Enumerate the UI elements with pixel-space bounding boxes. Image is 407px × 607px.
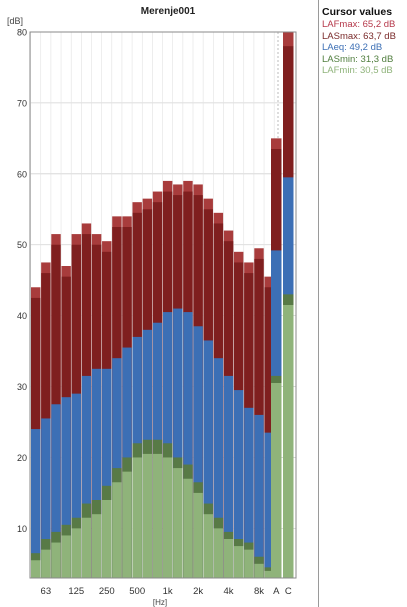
y-tick-label: 20 [17, 453, 27, 463]
bar-laeq-250 [102, 368, 112, 578]
bar-lafmin-3.15k [213, 528, 224, 578]
bar-lafmin-50 [31, 560, 41, 578]
bar-lafmin-125 [71, 528, 81, 578]
bar-laeq-1.6k [183, 312, 193, 578]
bar-laeq-100 [61, 397, 71, 578]
x-tick-label: A [273, 586, 280, 597]
x-tick-label: 250 [99, 586, 115, 597]
bar-lafmin-C [283, 305, 294, 578]
bar-laeq-3.15k [213, 358, 224, 578]
bar-laeq-6.3k [244, 407, 254, 578]
bar-laeq-4k [223, 375, 234, 578]
bar-lafmin-250 [102, 500, 112, 578]
bar-lafmin-1k [162, 457, 173, 578]
bar-lafmin-5k [234, 546, 244, 578]
bar-laeq-8k [254, 414, 264, 578]
cursor-values-title: Cursor values [322, 6, 393, 18]
y-tick-label: 80 [17, 28, 27, 38]
y-tick-label: 70 [17, 98, 27, 108]
y-axis-unit-label: [dB] [7, 16, 23, 26]
bar-lafmin-80 [51, 542, 61, 578]
legend-lafmax: LAFmax: 65,2 dB [322, 19, 396, 30]
legend-lasmin: LASmin: 31,3 dB [322, 53, 394, 65]
bar-laeq-1.25k [173, 308, 183, 578]
bar-lafmin-6.3k [244, 549, 254, 578]
bar-laeq-200 [91, 368, 102, 578]
bar-laeq-50 [31, 429, 41, 578]
bar-lafmin-800 [152, 453, 163, 578]
grid [30, 31, 296, 578]
bar-lafmin-1.6k [183, 478, 193, 578]
bar-lafmin-315 [112, 482, 122, 578]
x-tick-label: 63 [41, 586, 52, 597]
bar-laeq-2.5k [203, 340, 213, 578]
legend-lafmin: LAFmin: 30,5 dB [322, 65, 393, 76]
x-tick-label: 125 [68, 586, 84, 597]
y-tick-label: 10 [17, 524, 27, 534]
bar-lafmin-630 [142, 453, 153, 578]
legend-lasmax: LASmax: 63,7 dB [322, 30, 396, 42]
bar-lafmin-4k [223, 539, 234, 578]
bar-laeq-63 [41, 418, 51, 578]
bar-lafmin-10k [264, 570, 274, 578]
bar-lafmin-A [271, 383, 282, 578]
bar-lafmin-1.25k [173, 468, 183, 578]
x-tick-label: 1k [163, 586, 173, 597]
x-tick-label: C [285, 586, 292, 597]
legend-laeq: LAeq: 49,2 dB [322, 42, 383, 53]
panel-divider [318, 0, 319, 607]
x-tick-label: 500 [129, 586, 145, 597]
y-tick-label: 60 [17, 169, 27, 179]
bar-lafmin-160 [81, 517, 92, 578]
x-axis-unit-label: [Hz] [153, 598, 167, 607]
tick-labels: 10 20 30 40 50 60 70 80 63 125 250 500 1k 2k 4k 8k A C [17, 28, 292, 598]
chart-title: Merenje001 [141, 6, 196, 17]
bar-lafmin-2.5k [203, 514, 213, 578]
bar-laeq-2k [193, 326, 203, 578]
bar-laeq-160 [81, 375, 92, 578]
bar-lafmin-2k [193, 492, 203, 578]
x-tick-label: 8k [254, 586, 264, 597]
bar-lafmin-500 [132, 457, 142, 578]
bar-lafmin-100 [61, 535, 71, 578]
bar-laeq-80 [51, 404, 61, 578]
x-tick-label: 4k [224, 586, 234, 597]
y-tick-label: 30 [17, 382, 27, 392]
y-tick-label: 50 [17, 240, 27, 250]
x-tick-label: 2k [193, 586, 203, 597]
plot-frame [29, 31, 297, 579]
bar-laeq-5k [234, 390, 244, 578]
bar-lafmin-63 [41, 549, 51, 578]
y-tick-label: 40 [17, 311, 27, 321]
bar-laeq-125 [71, 393, 81, 578]
bars [31, 32, 294, 579]
bar-lasmax-10k [264, 287, 274, 578]
bar-lafmin-200 [91, 514, 102, 578]
cursor-values-panel: Cursor values LAFmax: 65,2 dB LASmax: 63… [322, 6, 407, 77]
bar-lafmin-400 [122, 471, 132, 578]
bar-lafmin-8k [254, 563, 264, 578]
bar-laeq-10k [264, 432, 274, 578]
